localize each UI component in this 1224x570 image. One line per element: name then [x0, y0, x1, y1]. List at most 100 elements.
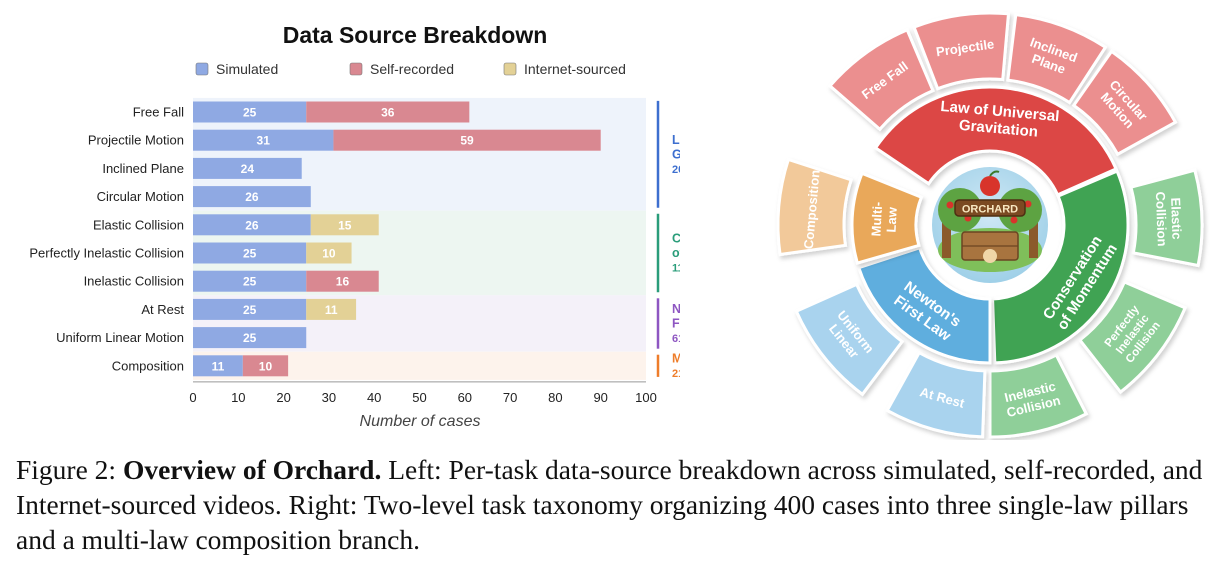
x-tick-label: 50	[412, 390, 426, 405]
legend-swatch	[349, 62, 363, 76]
bar-value-label: 11	[325, 303, 338, 317]
subtask-label: Composition	[801, 169, 823, 249]
subtask-segment	[988, 353, 1089, 439]
pillar-segment	[991, 169, 1130, 365]
bar-value-label: 11	[212, 359, 225, 373]
legend-label: Self-recorded	[370, 61, 454, 77]
subtask-label: Elastic	[1168, 197, 1184, 239]
group-count: 201 cases	[672, 164, 680, 176]
caption-label: Figure 2:	[16, 454, 117, 485]
x-axis-label: Number of cases	[360, 413, 481, 430]
group-label: Conservation	[672, 232, 680, 246]
subtask-segment	[1006, 12, 1108, 105]
group-label: First Law	[672, 317, 680, 331]
pillar-label: Gravitation	[958, 117, 1038, 141]
group-label: of Momentum	[672, 246, 680, 260]
group-label: Gravitation	[672, 147, 680, 161]
bar-segment	[193, 327, 307, 349]
bar-value-label: 36	[381, 106, 395, 120]
caption-title: Overview of Orchard.	[122, 454, 382, 485]
x-tick-label: 30	[322, 390, 336, 405]
subtask-segment	[1077, 280, 1188, 395]
bar-chart-svg: Data Source Breakdown Simulated Self-recor…	[29, 22, 771, 430]
bar-value-label: 26	[245, 218, 259, 232]
bar-segment	[193, 270, 307, 292]
bar-value-label: 25	[243, 331, 257, 345]
bar-value-label: 25	[243, 106, 257, 120]
subtask-segment	[776, 157, 854, 257]
pillar-label: Law	[884, 206, 900, 233]
subtask-segment	[912, 11, 1011, 91]
bar-value-label: 10	[322, 247, 336, 261]
orchard-logo: ORCHARD	[925, 160, 1055, 290]
bar-segment	[242, 355, 289, 377]
bar-value-label: 16	[336, 275, 350, 289]
legend-swatch	[195, 62, 209, 76]
pillar-segment	[873, 85, 1119, 197]
category-label: Uniform Linear Motion	[56, 330, 184, 345]
category-label: Free Fall	[133, 105, 184, 120]
legend-label: Internet-sourced	[524, 61, 626, 77]
x-tick-label: 90	[593, 390, 607, 405]
subtask-segment	[827, 27, 935, 132]
x-tick-label: 100	[635, 390, 657, 405]
group-count: 21 cases	[672, 368, 680, 380]
x-tick-label: 20	[276, 390, 290, 405]
x-tick-label: 70	[503, 390, 517, 405]
bar-segment	[193, 157, 302, 179]
pillar-label: Multi-	[868, 201, 885, 236]
category-label: Composition	[112, 358, 184, 373]
subtask-segment	[1071, 49, 1178, 157]
pillar-segment	[856, 245, 992, 365]
bar-segment	[333, 129, 601, 151]
group-count: 61 cases	[672, 333, 680, 345]
bar-segment	[306, 242, 352, 264]
x-tick-label: 60	[458, 390, 472, 405]
category-label: At Rest	[141, 302, 184, 317]
bar-value-label: 25	[243, 247, 257, 261]
bar-segment	[193, 242, 307, 264]
group-label: Multi-Law	[672, 352, 680, 366]
bar-segment	[306, 298, 357, 320]
legend-label: Simulated	[216, 61, 278, 77]
bar-segment	[193, 298, 307, 320]
data-source-chart: Data Source Breakdown Simulated Self-recor…	[0, 0, 771, 440]
task-taxonomy-wheel: Free Fall Projectile Inclined Plane Circular…	[770, 10, 1210, 440]
bar-segment	[193, 355, 243, 377]
bar-segment	[193, 101, 307, 123]
bar-value-label: 10	[259, 359, 273, 373]
category-label: Inelastic Collision	[84, 274, 184, 289]
bar-value-label: 24	[241, 162, 255, 176]
x-tick-label: 40	[367, 390, 381, 405]
group-label: Newton's	[672, 302, 680, 316]
orchard-logo-text: ORCHARD	[962, 204, 1018, 216]
bar-value-label: 26	[245, 190, 259, 204]
figure-caption: Figure 2: Overview of Orchard. Left: Per…	[16, 452, 1208, 557]
bar-segment	[306, 101, 470, 123]
x-tick-label: 80	[548, 390, 562, 405]
bar-value-label: 25	[243, 275, 257, 289]
subtask-label: Collision	[1153, 191, 1170, 246]
subtask-segment	[885, 350, 987, 439]
subtask-segment	[1129, 168, 1204, 268]
category-label: Projectile Motion	[88, 133, 184, 148]
caption-text: Left: Per-task data-source breakdown acr…	[16, 454, 1203, 555]
chart-title: Data Source Breakdown	[283, 22, 548, 48]
pillar-segment	[850, 171, 924, 265]
category-label: Inclined Plane	[102, 161, 184, 176]
bar-segment	[310, 214, 379, 236]
x-tick-label: 0	[189, 390, 196, 405]
category-label: Elastic Collision	[93, 217, 184, 232]
bar-segment	[193, 186, 311, 208]
bar-segment	[306, 270, 379, 292]
category-label: Perfectly Inelastic Collision	[29, 246, 184, 261]
bar-value-label: 25	[243, 303, 257, 317]
x-tick-label: 10	[231, 390, 245, 405]
bar-value-label: 15	[338, 218, 352, 232]
bar-segment	[193, 129, 334, 151]
bar-value-label: 31	[257, 134, 271, 148]
category-label: Circular Motion	[97, 189, 184, 204]
group-count: 117 cases	[672, 263, 680, 275]
group-label: Law of Universal	[672, 133, 680, 147]
